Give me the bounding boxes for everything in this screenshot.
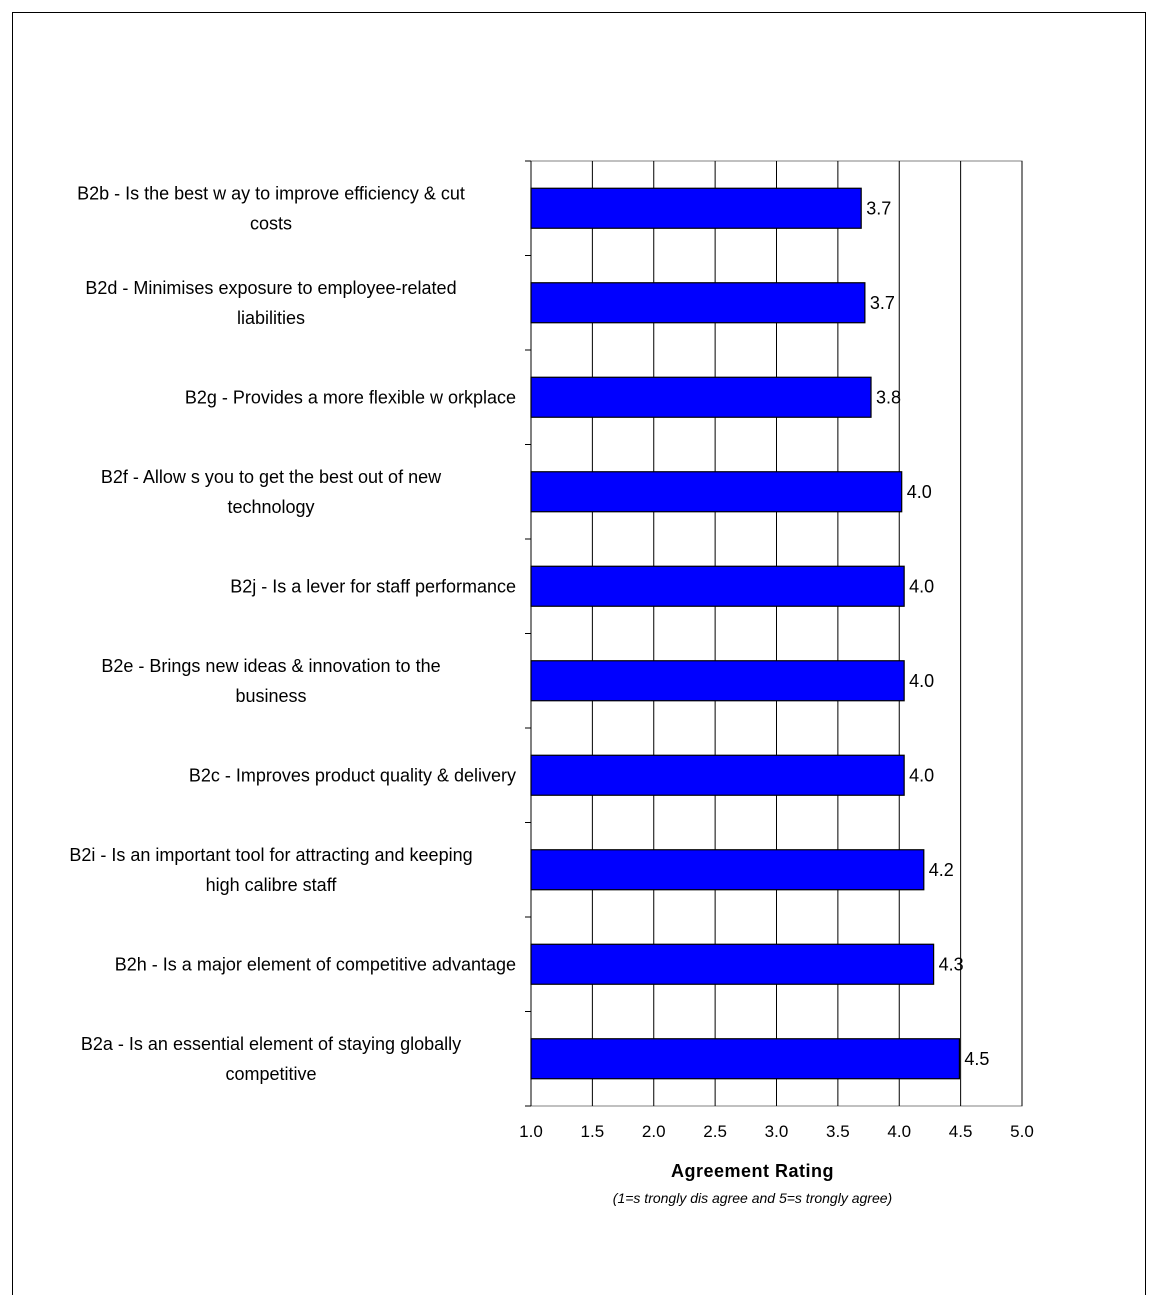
- y-axis-ticks: [525, 160, 531, 1107]
- x-tick-label: 4.5: [949, 1122, 973, 1141]
- bar: [530, 282, 866, 324]
- value-label: 4.0: [909, 671, 934, 691]
- value-label: 4.3: [939, 954, 964, 974]
- category-label: B2i - Is an important tool for attractin…: [69, 845, 472, 895]
- value-label: 4.0: [909, 765, 934, 785]
- value-label: 4.2: [929, 860, 954, 880]
- category-label: B2a - Is an essential element of staying…: [81, 1034, 461, 1084]
- bar: [530, 187, 862, 229]
- value-label: 3.8: [876, 387, 901, 407]
- bar: [530, 471, 903, 513]
- bar: [530, 943, 935, 985]
- x-tick-label: 3.5: [826, 1122, 850, 1141]
- bar: [530, 754, 905, 796]
- x-axis-tick-labels: 1.0 1.5 2.0 2.5 3.0 3.5 4.0 4.5 5.0: [519, 1122, 1034, 1141]
- category-label: B2h - Is a major element of competitive …: [115, 954, 516, 974]
- category-label: B2f - Allow s you to get the best out of…: [101, 467, 442, 517]
- x-tick-label: 3.0: [765, 1122, 789, 1141]
- value-label: 4.0: [909, 576, 934, 596]
- x-axis-title: Agreement Rating: [671, 1161, 834, 1181]
- value-label: 4.5: [964, 1049, 989, 1069]
- category-label: B2e - Brings new ideas & innovation to t…: [101, 656, 440, 706]
- value-label: 4.0: [907, 482, 932, 502]
- category-label: B2d - Minimises exposure to employee-rel…: [85, 278, 456, 328]
- bar: [530, 376, 872, 418]
- value-label: 3.7: [870, 293, 895, 313]
- x-tick-label: 5.0: [1010, 1122, 1034, 1141]
- value-labels: 3.7 3.7 3.8 4.0 4.0 4.0 4.0 4.2 4.3 4.5: [866, 198, 989, 1069]
- category-label: B2j - Is a lever for staff performance: [230, 576, 516, 596]
- bar: [530, 565, 905, 607]
- bar-chart: B2b - Is the best w ay to improve effici…: [69, 160, 1034, 1206]
- x-tick-label: 1.5: [581, 1122, 605, 1141]
- bars: [530, 187, 960, 1080]
- x-tick-label: 2.5: [703, 1122, 727, 1141]
- plot-area: [525, 160, 1023, 1107]
- category-labels: B2b - Is the best w ay to improve effici…: [69, 183, 516, 1084]
- category-label: B2b - Is the best w ay to improve effici…: [77, 183, 465, 233]
- x-axis-subtitle: (1=s trongly dis agree and 5=s trongly a…: [613, 1190, 892, 1206]
- category-label: B2c - Improves product quality & deliver…: [189, 765, 516, 785]
- x-tick-label: 2.0: [642, 1122, 666, 1141]
- bar: [530, 660, 905, 702]
- value-label: 3.7: [866, 198, 891, 218]
- chart-frame: B2b - Is the best w ay to improve effici…: [12, 12, 1146, 1295]
- bar: [530, 849, 925, 891]
- category-label: B2g - Provides a more flexible w orkplac…: [185, 387, 516, 407]
- x-tick-label: 4.0: [887, 1122, 911, 1141]
- bar: [530, 1038, 960, 1080]
- x-tick-label: 1.0: [519, 1122, 543, 1141]
